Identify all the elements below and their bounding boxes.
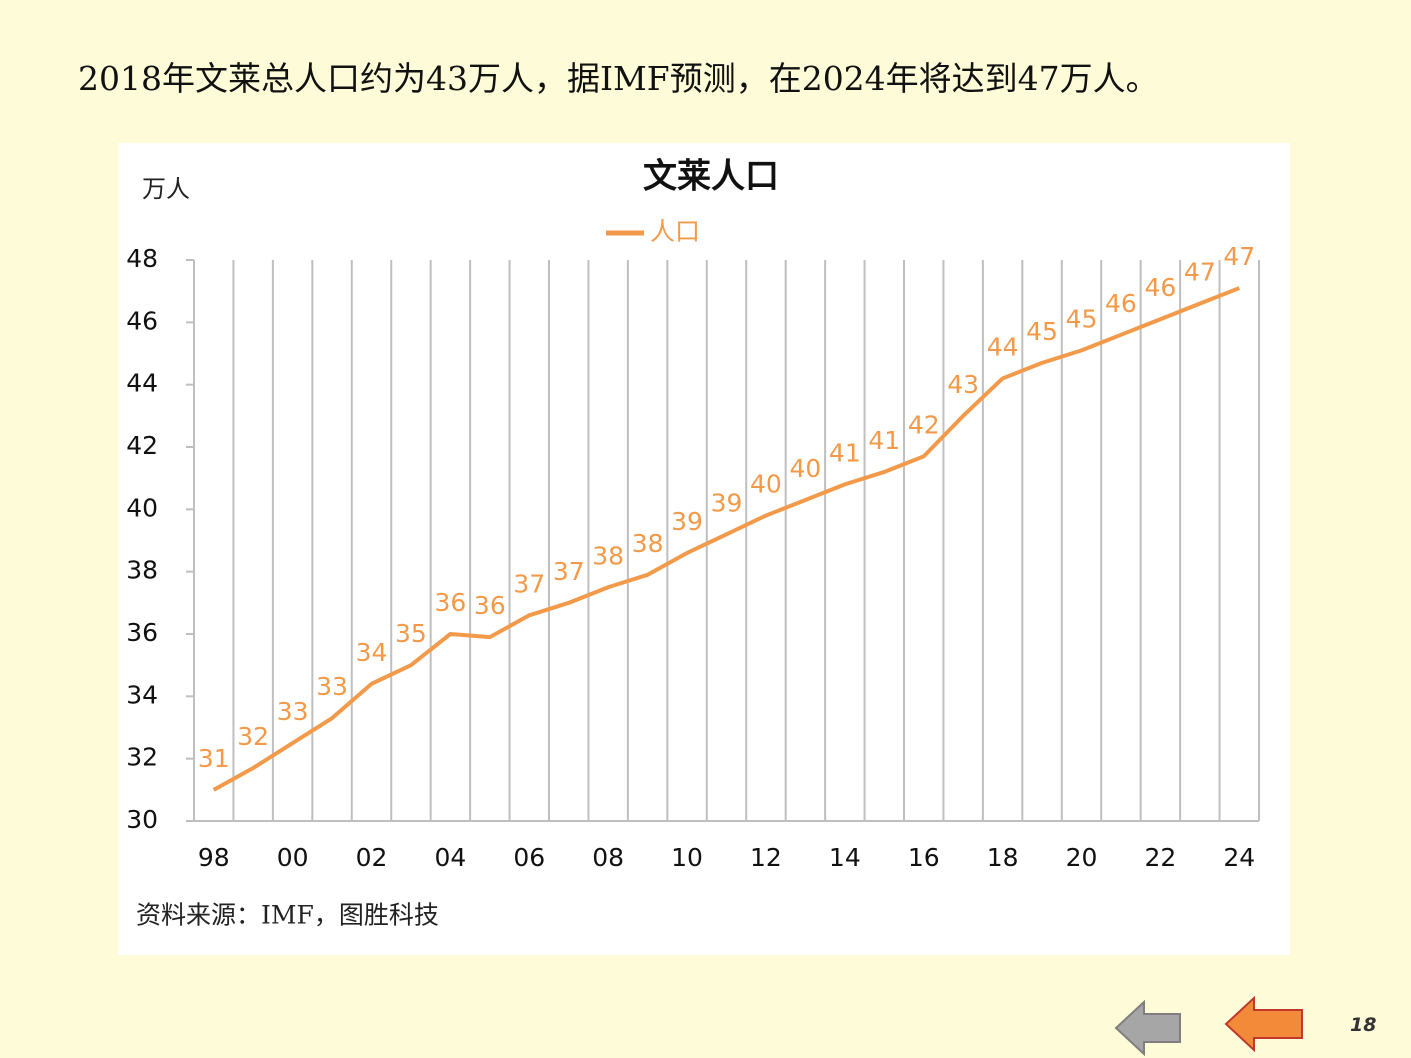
data-label: 36 bbox=[434, 588, 466, 617]
x-tick-label: 18 bbox=[987, 843, 1019, 872]
data-label: 47 bbox=[1184, 258, 1216, 287]
data-label: 47 bbox=[1223, 242, 1255, 271]
data-label: 46 bbox=[1144, 273, 1176, 302]
x-tick-label: 24 bbox=[1223, 843, 1255, 872]
x-tick-label: 22 bbox=[1144, 843, 1176, 872]
data-label: 43 bbox=[947, 370, 979, 399]
y-tick-label: 38 bbox=[126, 556, 158, 585]
x-tick-label: 00 bbox=[277, 843, 309, 872]
data-label: 38 bbox=[632, 529, 664, 558]
x-tick-label: 10 bbox=[671, 843, 703, 872]
y-tick-label: 48 bbox=[126, 244, 158, 273]
data-label: 40 bbox=[789, 454, 821, 483]
data-label: 33 bbox=[316, 672, 348, 701]
prev-button[interactable] bbox=[1114, 998, 1184, 1058]
y-tick-label: 34 bbox=[126, 680, 158, 709]
headline: 2018年文莱总人口约为43万人，据IMF预测，在2024年将达到47万人。 bbox=[78, 59, 1159, 98]
data-label: 44 bbox=[987, 332, 1019, 361]
data-label: 45 bbox=[1026, 317, 1058, 346]
x-tick-label: 16 bbox=[908, 843, 940, 872]
page-number: 18 bbox=[1350, 1014, 1377, 1036]
x-tick-label: 98 bbox=[198, 843, 230, 872]
y-tick-label: 46 bbox=[126, 306, 158, 335]
chart-background bbox=[118, 143, 1290, 955]
x-tick-label: 04 bbox=[434, 843, 466, 872]
y-tick-label: 40 bbox=[126, 493, 158, 522]
x-tick-label: 20 bbox=[1066, 843, 1098, 872]
data-label: 41 bbox=[868, 426, 900, 455]
data-label: 36 bbox=[474, 591, 506, 620]
x-tick-label: 12 bbox=[750, 843, 782, 872]
chart-title: 文莱人口 bbox=[643, 157, 779, 197]
data-label: 46 bbox=[1105, 289, 1137, 318]
x-tick-label: 08 bbox=[592, 843, 624, 872]
legend-label: 人口 bbox=[650, 217, 700, 246]
data-label: 37 bbox=[553, 557, 585, 586]
x-tick-label: 06 bbox=[513, 843, 545, 872]
x-tick-label: 02 bbox=[356, 843, 388, 872]
data-label: 38 bbox=[592, 541, 624, 570]
data-label: 33 bbox=[277, 697, 309, 726]
data-label: 37 bbox=[513, 569, 545, 598]
data-label: 45 bbox=[1066, 304, 1098, 333]
y-axis-label: 万人 bbox=[142, 175, 190, 203]
data-label: 31 bbox=[198, 744, 230, 773]
data-label: 34 bbox=[356, 638, 388, 667]
line bbox=[212, 286, 1241, 792]
data-label: 41 bbox=[829, 438, 861, 467]
x-tick-label: 14 bbox=[829, 843, 861, 872]
y-tick-label: 30 bbox=[126, 805, 158, 834]
y-tick-label: 44 bbox=[126, 369, 158, 398]
data-label: 32 bbox=[237, 722, 269, 751]
data-label: 42 bbox=[908, 410, 940, 439]
data-label: 39 bbox=[711, 488, 743, 517]
source-note: 资料来源：IMF，图胜科技 bbox=[136, 901, 439, 930]
data-label: 35 bbox=[395, 619, 427, 648]
y-tick-label: 42 bbox=[126, 431, 158, 460]
data-label: 39 bbox=[671, 507, 703, 536]
next-button[interactable] bbox=[1224, 996, 1306, 1052]
y-tick-label: 32 bbox=[126, 743, 158, 772]
y-tick-label: 36 bbox=[126, 618, 158, 647]
data-label: 40 bbox=[750, 470, 782, 499]
